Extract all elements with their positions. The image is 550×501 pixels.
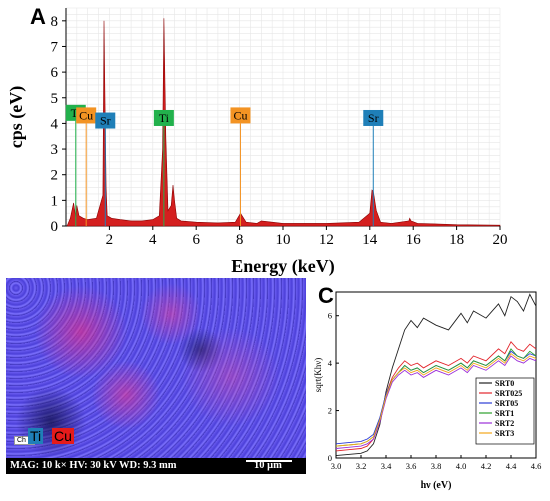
legend-cu: Cu — [52, 428, 74, 444]
x-tick-label: 3.0 — [331, 461, 342, 471]
series-line-srt3 — [335, 353, 537, 447]
x-tick-label: 8 — [236, 232, 244, 248]
km-plot-panel: 3.0 3.2 3.4 3.6 3.8 4.0 4.2 4.4 4.6 0 2 4 6 hν (eV) sq… — [312, 278, 550, 496]
x-tick-label: 3.4 — [381, 461, 392, 471]
x-tick-label: 6 — [192, 232, 200, 248]
sem-eds-map-image — [6, 278, 306, 458]
y-tick-label: 6 — [51, 65, 59, 81]
peak-label-box — [230, 107, 251, 124]
legend-entry: SRT025 — [495, 389, 522, 398]
peak-label-box — [153, 109, 174, 126]
series-line-srt2 — [335, 355, 537, 449]
x-tick-label: 18 — [449, 232, 464, 248]
km-plot-chart: 3.0 3.2 3.4 3.6 3.8 4.0 4.2 4.4 4.6 0 2 4 6 hν (eV) sq… — [313, 291, 542, 491]
series-line-srt0 — [335, 293, 537, 457]
scale-text: 10 μm — [254, 460, 282, 471]
x-tick-label: 3.8 — [431, 461, 442, 471]
x-axis-label: hν (eV) — [421, 480, 452, 491]
x-tick-label: 4.0 — [456, 461, 467, 471]
y-tick-label: 0 — [328, 453, 332, 463]
info-bar: MAG: 10 k× HV: 30 kV WD: 9.3 mm 10 μm — [6, 458, 306, 474]
x-tick-label: 4 — [149, 232, 157, 248]
x-tick-label: 4.4 — [506, 461, 517, 471]
x-tick-label: 4.6 — [531, 461, 542, 471]
y-tick-label: 0 — [51, 219, 59, 235]
x-tick-label: 20 — [493, 232, 508, 248]
x-tick-label: 14 — [362, 232, 378, 248]
y-tick-label: 4 — [51, 116, 59, 132]
y-tick-label: 6 — [328, 311, 332, 321]
peak-label-box — [76, 107, 97, 124]
legend-entry: SRT3 — [495, 429, 514, 438]
y-tick-label: 4 — [328, 358, 333, 368]
elemental-map-panel: Ch 1 Ti Cu MAG: 10 k× HV: 30 kV WD: 9.3 … — [6, 278, 306, 474]
panel-label-a: A — [30, 4, 46, 29]
y-tick-label: 3 — [51, 142, 59, 158]
peak-label-ti: Ti — [159, 111, 170, 125]
legend-entry: SRT0 — [495, 379, 514, 388]
y-tick-label: 2 — [328, 406, 332, 416]
x-tick-label: 10 — [276, 232, 291, 248]
peak-label-ti: Ti — [71, 106, 82, 120]
peak-label-box — [95, 112, 116, 129]
spectrum-area — [66, 18, 501, 227]
peak-label-sr: Sr — [368, 111, 379, 125]
peak-label-sr: Sr — [100, 114, 111, 128]
scale-bar — [246, 460, 292, 462]
info-text: MAG: 10 k× HV: 30 kV WD: 9.3 mm — [10, 460, 177, 471]
x-tick-label: 12 — [319, 232, 334, 248]
x-tick-label: 3.2 — [356, 461, 367, 471]
x-tick-label: 3.6 — [406, 461, 417, 471]
x-tick-label: 4.2 — [481, 461, 492, 471]
peak-label-box — [363, 109, 384, 126]
legend-entry: SRT1 — [495, 409, 514, 418]
x-tick-label: 2 — [106, 232, 114, 248]
peak-label-cu: Cu — [79, 108, 93, 122]
legend-ti: Ti — [28, 428, 44, 444]
y-tick-label: 8 — [51, 14, 59, 30]
x-axis-label: Energy (keV) — [231, 256, 334, 277]
y-tick-label: 1 — [51, 193, 59, 209]
panel-label-c: C — [318, 283, 334, 308]
y-tick-label: 7 — [51, 39, 59, 55]
eds-spectrum-panel: A Ti Cu Sr Ti Cu Sr 2 4 6 8 10 12 14 16 18 20 0 1 2 3 4 5 6 7 8 E… — [6, 4, 508, 277]
y-axis-label: cps (eV) — [6, 86, 27, 148]
y-axis-label: sqrt(Khν) — [313, 358, 323, 393]
legend-entry: SRT05 — [495, 399, 518, 408]
peak-label-cu: Cu — [233, 108, 247, 122]
legend-entry: SRT2 — [495, 419, 514, 428]
x-tick-label: 16 — [406, 232, 422, 248]
y-tick-label: 5 — [51, 91, 59, 107]
y-tick-label: 2 — [51, 168, 59, 184]
